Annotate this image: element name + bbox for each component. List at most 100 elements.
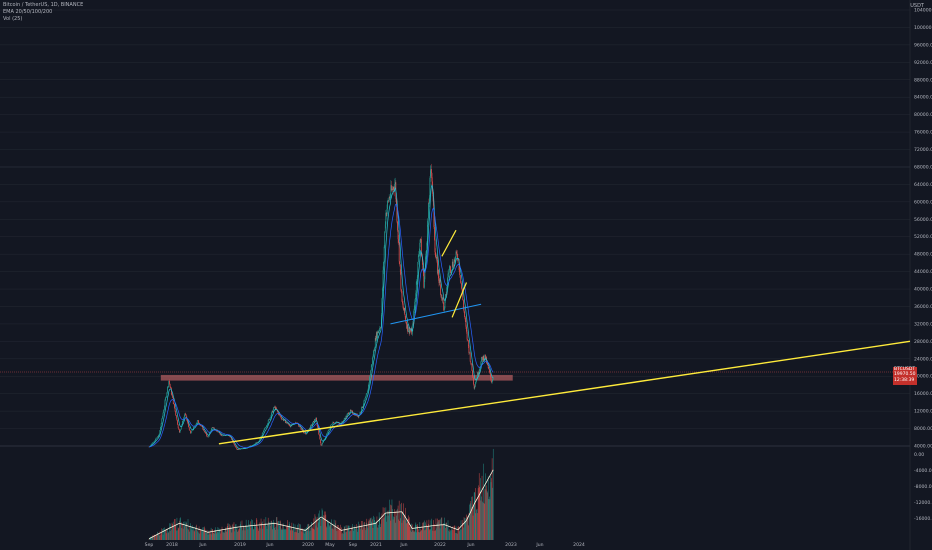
currency-unit: USDT [910,3,924,9]
candle-body [179,431,181,433]
candle-body [191,430,193,433]
candle-body [288,423,289,425]
price-axis-label: 60000.00 [914,199,932,205]
candle-body [381,314,382,328]
candle-body [172,395,173,398]
candle-body [397,221,398,231]
candle-body [482,356,484,361]
candle-body [376,332,378,339]
candle-body [392,188,393,190]
candle-body [326,433,328,435]
candle-body [176,418,178,421]
volume-indicator-label[interactable]: Vol (25) [3,16,23,22]
candle-body [333,422,334,424]
time-axis-label: Sep [349,542,358,548]
trendline-drawings[interactable] [218,229,911,445]
candle-body [282,419,284,421]
candle-body [356,413,358,417]
candle-body [415,281,417,294]
candle-body [357,416,359,418]
candle-body [235,446,236,447]
candle-body [332,423,333,425]
volume-average-line [148,469,494,540]
time-axis-label: May [325,542,335,548]
price-axis[interactable]: 104000.00 100000.00 96000.00 92000.00 88000.… [914,8,932,450]
candle-body [442,297,443,301]
candle-body [202,426,204,430]
candle-body [174,408,176,412]
candle-body [361,406,363,408]
candle-body [161,418,163,424]
candle-body [436,257,437,259]
candle-body [440,285,441,296]
candle-body [372,356,374,359]
candlestick-series [148,163,494,450]
candle-body [366,393,368,395]
candle-body [271,410,273,413]
candle-body [473,377,474,385]
candle-body [152,442,154,444]
candle-body [487,365,489,369]
candle-body [384,224,386,232]
candle-body [343,420,345,422]
candle-body [346,415,347,417]
candle-body [367,389,369,392]
price-axis-label: 56000.00 [914,217,932,223]
candle-body [426,250,427,254]
candle-body [397,230,399,240]
candle-body [185,414,187,417]
candle-body [175,411,177,416]
candle-body [424,279,425,288]
candle-body [302,429,303,431]
chart-legend: Bitcoin / TetherUS, 1D, BINANCE EMA 20/5… [3,2,83,23]
candle-body [439,279,440,283]
candle-body [188,427,190,431]
ema-fast-line [148,184,494,450]
time-axis[interactable]: Sep 2018 Jun 2019 Jun 2020 May Sep 2021 Jun 2022 Ju… [145,542,585,548]
candle-body [491,380,492,383]
candle-body [254,443,256,445]
candle-body [336,421,338,423]
neckline-trendline [390,303,482,325]
candle-body [177,424,179,428]
candle-body [236,448,238,450]
candle-body [463,300,464,308]
volume-axis: 0.00 -4000.00 -8000.00 -12000.00 -16000.00 [914,452,932,522]
candle-body [448,272,449,274]
candle-body [421,255,423,258]
price-axis-label: 36000.00 [914,304,932,310]
candle-body [478,369,480,373]
candle-body [408,327,410,331]
candle-body [211,428,212,431]
candle-body [182,421,183,425]
current-price-tag: BTCUSDT 19970.50 [893,367,917,377]
candle-body [219,432,220,434]
time-axis-label: 2019 [234,542,246,548]
candle-body [463,307,465,312]
candle-body [434,227,435,240]
candle-body [310,424,312,426]
ema-indicator-label[interactable]: EMA 20/50/100/200 [3,9,53,15]
candle-body [407,324,409,332]
candle-body [385,212,387,225]
candle-body [451,269,453,272]
candle-body [377,331,378,339]
candle-body [345,415,347,419]
candle-body [472,370,473,377]
candle-body [258,441,260,442]
candle-body [438,269,439,279]
candle-body [430,169,432,171]
candle-body [364,398,366,401]
candle-body [258,440,260,442]
candle-body [368,384,369,390]
candle-body [280,416,282,418]
candle-body [270,415,272,418]
symbol-title[interactable]: Bitcoin / TetherUS, 1D, BINANCE [3,2,84,8]
candle-body [398,239,399,243]
candle-body [424,269,426,280]
candle-body [420,239,422,256]
candle-body [419,242,421,252]
candle-body [437,259,438,274]
candle-body [417,256,419,262]
